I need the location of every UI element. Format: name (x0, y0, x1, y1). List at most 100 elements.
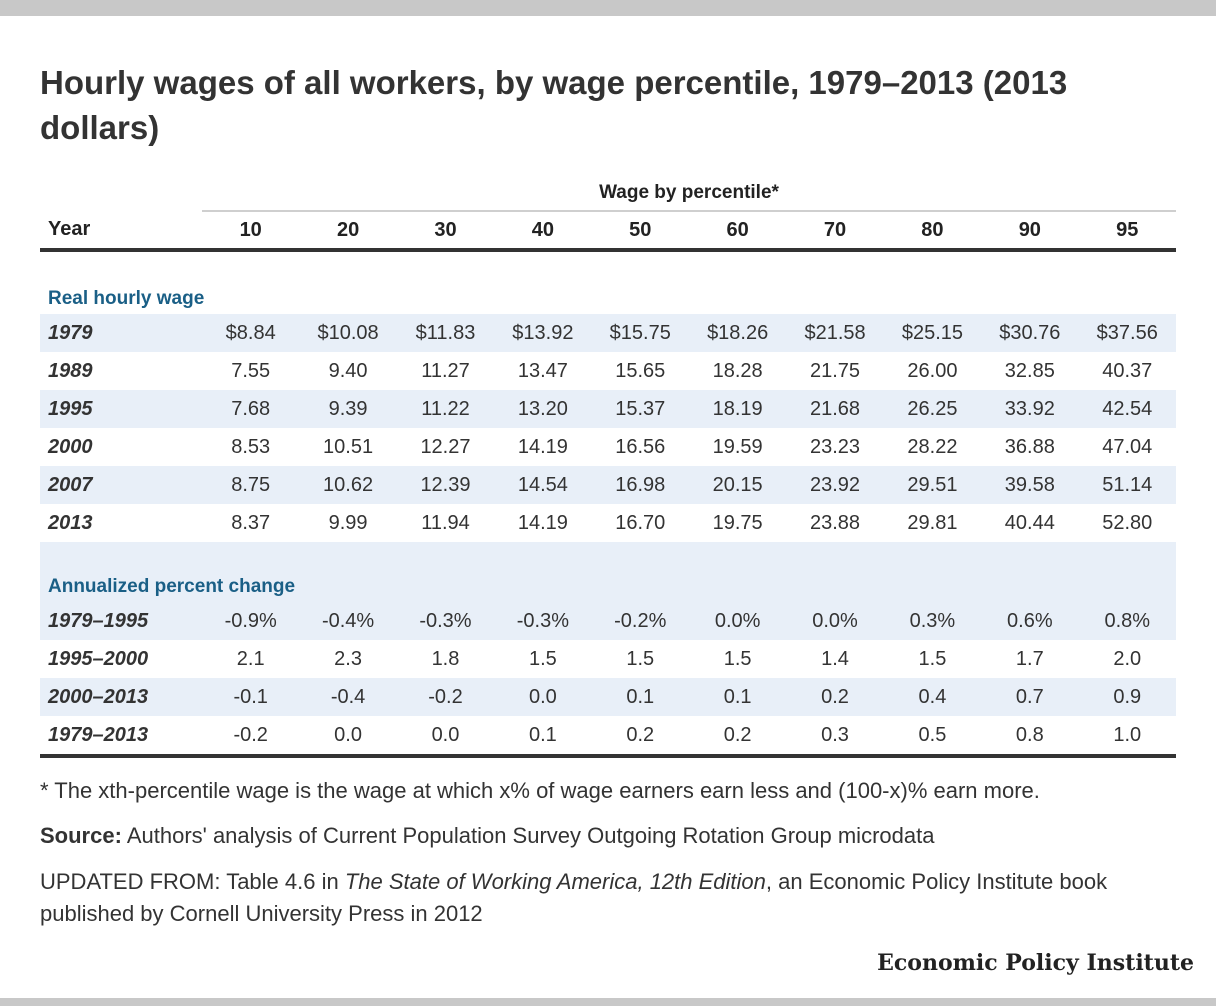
table-cell: 1.5 (626, 647, 655, 670)
table-cell: 16.56 (615, 435, 666, 458)
table-cell: 51.14 (1102, 473, 1153, 496)
table-cell: -0.4 (330, 685, 366, 708)
table-cell: 26.00 (907, 359, 958, 382)
table-cell: 10.51 (323, 435, 374, 458)
column-header-p40: 40 (494, 211, 592, 252)
table-cell: 9.99 (328, 511, 368, 534)
chart-title: Hourly wages of all workers, by wage per… (40, 64, 1068, 146)
table-cell: 1.4 (821, 647, 849, 670)
table-cell: 11.27 (421, 359, 470, 382)
footnote: * The xth-percentile wage is the wage at… (40, 778, 1040, 803)
table-cell: 8.37 (231, 511, 271, 534)
table-cell: -0.3% (516, 609, 569, 632)
table-cell: 0.8 (981, 716, 1079, 758)
column-header-p80: 80 (883, 211, 982, 252)
table-cell: 1.5 (918, 647, 947, 670)
table-cell: 0.0 (299, 716, 397, 758)
table-cell: 0.5 (883, 716, 982, 758)
table-cell: 15.37 (615, 397, 666, 420)
table-cell: 40.37 (1102, 359, 1153, 382)
table-cell: 8.75 (231, 473, 271, 496)
updated-note: UPDATED FROM: Table 4.6 in The State of … (40, 866, 1180, 930)
table-cell: 0.6% (1007, 609, 1053, 632)
column-header-row: Year 10 20 30 40 50 60 70 80 90 95 (40, 211, 1176, 252)
table-cell: -0.2% (614, 609, 667, 632)
column-header-p70: 70 (786, 211, 884, 252)
group-header-empty (40, 170, 202, 211)
table-cell: 18.28 (712, 359, 763, 382)
table-cell: 33.92 (1004, 397, 1055, 420)
table-cell: 42.54 (1102, 397, 1153, 420)
table-cell: 2.3 (334, 647, 362, 670)
table-cell: 26.25 (907, 397, 958, 420)
table-cell: 21.68 (810, 397, 861, 420)
table-cell: 14.19 (517, 435, 568, 458)
table-cell: 36.88 (1004, 435, 1055, 458)
table-cell: 0.1 (626, 685, 655, 708)
table-cell: 19.59 (712, 435, 763, 458)
table-cell: 13.47 (517, 359, 568, 382)
table-cell: 29.51 (907, 473, 958, 496)
table-cell: -0.9% (224, 609, 277, 632)
table-row: 2000–2013 -0.1 -0.4 -0.2 0.0 0.1 0.1 0.2 0.4 0.7 0… (40, 678, 1176, 716)
table-cell: $37.56 (1096, 321, 1158, 344)
table-cell: 0.1 (494, 716, 592, 758)
table-cell: $10.08 (317, 321, 379, 344)
column-header-p95: 95 (1078, 211, 1176, 252)
table-cell: 7.68 (231, 397, 271, 420)
table-cell: 9.39 (328, 397, 368, 420)
row-year-label: 1995–2000 (48, 647, 149, 670)
bottom-frame-bar (0, 998, 1216, 1006)
table-cell: 0.2 (688, 716, 787, 758)
row-year-label: 1979–2013 (40, 716, 202, 758)
table-cell: 32.85 (1004, 359, 1055, 382)
table-cell: 23.92 (810, 473, 861, 496)
table-row: 2000 8.53 10.51 12.27 14.19 16.56 19.59 23.23 28… (40, 428, 1176, 466)
updated-prefix: UPDATED FROM: Table 4.6 in (40, 869, 345, 894)
table-cell: 1.8 (431, 647, 460, 670)
table-cell: $30.76 (999, 321, 1061, 344)
table-cell: 7.55 (231, 359, 271, 382)
table-cell: 0.2 (821, 685, 849, 708)
wage-table: Wage by percentile* Year 10 20 30 40 50 60 70 80… (40, 170, 1176, 758)
table-cell: 0.4 (918, 685, 947, 708)
table-cell: $25.15 (901, 321, 964, 344)
table-cell: 40.44 (1004, 511, 1055, 534)
table-cell: 52.80 (1102, 511, 1153, 534)
table-cell: 0.1 (723, 685, 752, 708)
table-cell: $8.84 (225, 321, 276, 344)
column-header-p30: 30 (396, 211, 495, 252)
column-header-year: Year (40, 211, 202, 252)
wage-table-container: Wage by percentile* Year 10 20 30 40 50 60 70 80… (40, 170, 1176, 758)
table-cell: 14.19 (517, 511, 568, 534)
column-header-p60: 60 (688, 211, 787, 252)
table-cell: 0.0 (396, 716, 495, 758)
epi-logo: Economic Policy Institute (877, 950, 1194, 976)
table-cell: $21.58 (804, 321, 866, 344)
table-row: 1979–2013 -0.2 0.0 0.0 0.1 0.2 0.2 0.3 0.5 0.8 1.0 (40, 716, 1176, 758)
table-cell: -0.2 (202, 716, 300, 758)
table-cell: -0.4% (321, 609, 375, 632)
table-cell: 11.22 (421, 397, 470, 420)
row-year-label: 2000–2013 (48, 685, 149, 708)
row-year-label: 2000 (48, 435, 93, 458)
table-cell: 1.0 (1078, 716, 1176, 758)
table-cell: 47.04 (1102, 435, 1153, 458)
row-year-label: 1995 (48, 397, 93, 420)
table-cell: 18.19 (712, 397, 763, 420)
column-header-p10: 10 (202, 211, 300, 252)
column-header-p50: 50 (591, 211, 689, 252)
table-cell: 0.0 (528, 685, 557, 708)
table-row: 2013 8.37 9.99 11.94 14.19 16.70 19.75 23.88 29.… (40, 504, 1176, 542)
table-cell: -0.3% (419, 609, 472, 632)
table-cell: 9.40 (328, 359, 368, 382)
row-year-label: 2013 (48, 511, 93, 534)
column-header-p20: 20 (299, 211, 397, 252)
table-cell: 0.0% (812, 609, 858, 632)
table-cell: 23.23 (810, 435, 861, 458)
source-text: Authors' analysis of Current Population … (121, 823, 935, 848)
table-cell: 1.7 (1015, 647, 1044, 670)
table-cell: 28.22 (907, 435, 958, 458)
row-year-label: 1979 (48, 321, 93, 344)
table-row: 1995–2000 2.1 2.3 1.8 1.5 1.5 1.5 1.4 1.5 1.7 2.0 (40, 640, 1176, 678)
